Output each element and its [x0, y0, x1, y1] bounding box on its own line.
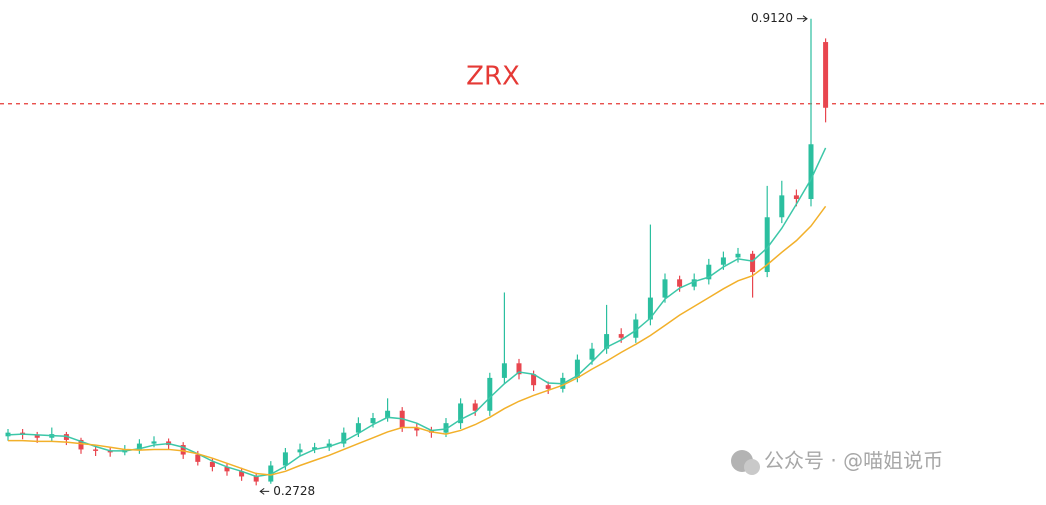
candle-body: [691, 279, 697, 287]
candle-body: [735, 253, 741, 258]
candle-body: [151, 441, 157, 444]
candle-body: [414, 427, 420, 431]
candle-body: [312, 447, 318, 450]
candle-body: [93, 449, 99, 451]
candle-body: [195, 454, 201, 462]
candle-body: [808, 144, 814, 200]
candle-body: [662, 279, 668, 298]
candle-body: [618, 334, 624, 338]
candle-body: [253, 476, 259, 482]
candle-body: [531, 374, 537, 386]
high-arrow-head: [802, 15, 808, 23]
watermark-icon: [744, 459, 760, 475]
chart-title: ZRX: [466, 62, 520, 92]
candle-body: [34, 434, 40, 438]
candle-body: [574, 359, 580, 378]
low-arrow-head: [259, 487, 265, 495]
high-label: 0.9120: [751, 11, 793, 25]
candle-body: [545, 385, 551, 389]
candle-body: [385, 410, 391, 419]
candle-body: [355, 423, 361, 433]
candle-body: [458, 403, 464, 424]
candle-body: [823, 42, 829, 108]
candle-body: [180, 445, 186, 455]
candle-body: [78, 439, 84, 450]
candle-body: [677, 279, 683, 287]
candle-body: [487, 377, 493, 411]
candle-body: [136, 443, 142, 450]
candle-body: [501, 363, 507, 378]
candle-body: [341, 432, 347, 444]
candle-body: [793, 195, 799, 200]
watermark-group: 公众号 · @喵姐说币: [731, 449, 943, 475]
candle-body: [224, 466, 230, 472]
candle-body: [472, 403, 478, 411]
candle-body: [604, 334, 610, 349]
candle-body: [750, 253, 756, 273]
candle-body: [779, 195, 785, 218]
candle-body: [239, 471, 245, 477]
candle-body: [326, 443, 332, 448]
candle-body: [720, 257, 726, 265]
candle-body: [706, 264, 712, 280]
candle-body: [589, 348, 595, 360]
candle-body: [297, 449, 303, 453]
candle-body: [443, 423, 449, 433]
candle-body: [282, 452, 288, 466]
moving-average-line: [7, 147, 827, 478]
watermark: 公众号 · @喵姐说币: [764, 449, 943, 473]
candle-body: [516, 363, 522, 375]
low-label: 0.2728: [273, 484, 315, 498]
candle-body: [370, 418, 376, 424]
candle-body: [209, 461, 215, 467]
candle-body: [764, 217, 770, 273]
candle-body: [633, 319, 639, 338]
candle-body: [647, 297, 653, 320]
moving-average-line: [8, 205, 827, 476]
